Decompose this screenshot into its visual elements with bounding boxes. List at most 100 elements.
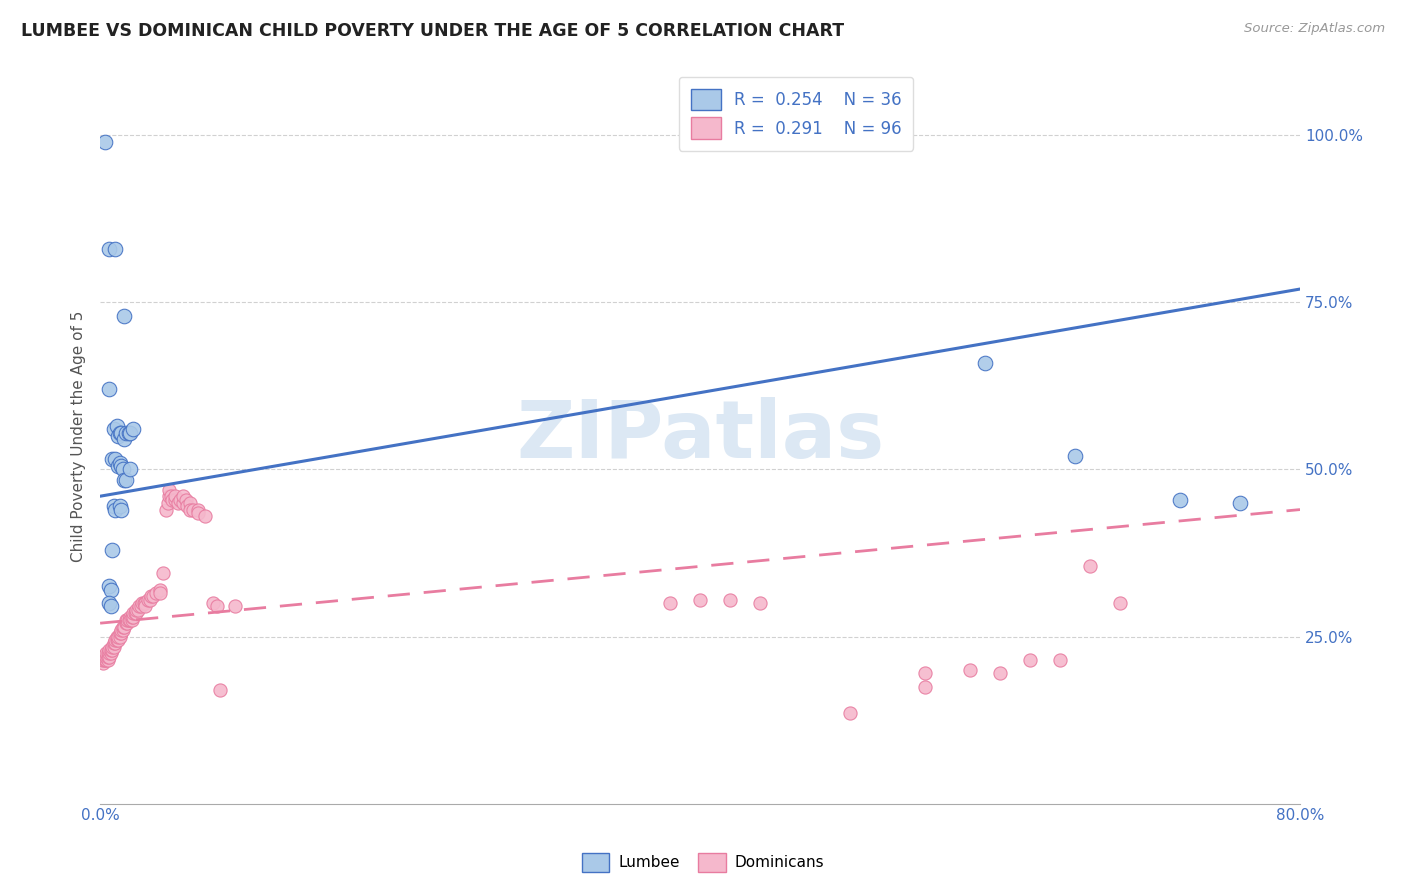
Point bbox=[104, 632, 127, 647]
Point bbox=[122, 606, 145, 620]
Point bbox=[749, 596, 772, 610]
Point bbox=[114, 473, 136, 487]
Point bbox=[94, 649, 117, 664]
Point bbox=[105, 632, 128, 647]
Point bbox=[91, 657, 114, 671]
Point bbox=[103, 636, 125, 650]
Point bbox=[111, 462, 134, 476]
Point bbox=[97, 646, 120, 660]
Point bbox=[165, 489, 187, 503]
Point bbox=[121, 613, 143, 627]
Point bbox=[959, 663, 981, 677]
Point bbox=[179, 502, 201, 516]
Point bbox=[132, 596, 155, 610]
Point bbox=[659, 596, 682, 610]
Point bbox=[105, 419, 128, 434]
Point bbox=[97, 649, 120, 664]
Point bbox=[98, 643, 121, 657]
Point bbox=[110, 425, 132, 440]
Point bbox=[100, 599, 122, 614]
Point bbox=[120, 425, 142, 440]
Point bbox=[98, 382, 121, 396]
Point bbox=[187, 502, 209, 516]
Point bbox=[108, 425, 131, 440]
Point bbox=[157, 489, 180, 503]
Point bbox=[107, 632, 129, 647]
Point bbox=[128, 599, 150, 614]
Point bbox=[110, 623, 132, 637]
Point bbox=[155, 502, 177, 516]
Point bbox=[122, 609, 145, 624]
Point bbox=[100, 643, 122, 657]
Point bbox=[98, 242, 121, 256]
Point bbox=[108, 500, 131, 514]
Point bbox=[93, 135, 115, 149]
Point bbox=[165, 492, 187, 507]
Point bbox=[149, 582, 172, 597]
Point bbox=[134, 599, 156, 614]
Point bbox=[167, 496, 190, 510]
Point bbox=[172, 496, 194, 510]
Point bbox=[117, 613, 139, 627]
Point bbox=[159, 489, 181, 503]
Point bbox=[94, 646, 117, 660]
Text: ZIPatlas: ZIPatlas bbox=[516, 397, 884, 475]
Point bbox=[98, 649, 121, 664]
Legend: R =  0.254    N = 36, R =  0.291    N = 96: R = 0.254 N = 36, R = 0.291 N = 96 bbox=[679, 77, 914, 151]
Point bbox=[114, 425, 136, 440]
Point bbox=[101, 640, 124, 654]
Point bbox=[103, 500, 125, 514]
Point bbox=[100, 582, 122, 597]
Point bbox=[689, 592, 711, 607]
Point bbox=[121, 609, 143, 624]
Point bbox=[120, 613, 142, 627]
Point bbox=[156, 496, 179, 510]
Legend: Lumbee, Dominicans: Lumbee, Dominicans bbox=[574, 845, 832, 880]
Point bbox=[110, 626, 132, 640]
Point bbox=[122, 422, 145, 436]
Point bbox=[1229, 496, 1251, 510]
Point bbox=[134, 596, 156, 610]
Point bbox=[974, 355, 997, 369]
Point bbox=[101, 452, 124, 467]
Point bbox=[104, 242, 127, 256]
Point bbox=[108, 630, 131, 644]
Point bbox=[718, 592, 741, 607]
Point bbox=[174, 492, 197, 507]
Point bbox=[1109, 596, 1132, 610]
Point bbox=[111, 619, 134, 633]
Point bbox=[110, 459, 132, 474]
Point bbox=[169, 492, 191, 507]
Point bbox=[94, 653, 117, 667]
Point bbox=[1078, 559, 1101, 574]
Point bbox=[93, 653, 115, 667]
Point bbox=[152, 566, 174, 580]
Point bbox=[115, 613, 138, 627]
Point bbox=[107, 429, 129, 443]
Point bbox=[145, 586, 167, 600]
Point bbox=[914, 666, 936, 681]
Point bbox=[131, 596, 153, 610]
Point bbox=[93, 649, 115, 664]
Point bbox=[120, 462, 142, 476]
Point bbox=[114, 616, 136, 631]
Point bbox=[179, 496, 201, 510]
Point bbox=[124, 606, 146, 620]
Point bbox=[91, 649, 114, 664]
Point bbox=[127, 603, 149, 617]
Point bbox=[112, 433, 135, 447]
Point bbox=[181, 502, 204, 516]
Point bbox=[101, 643, 124, 657]
Point bbox=[107, 630, 129, 644]
Point bbox=[1064, 449, 1087, 463]
Point bbox=[138, 592, 160, 607]
Point bbox=[98, 646, 121, 660]
Point bbox=[125, 603, 148, 617]
Point bbox=[104, 636, 127, 650]
Point bbox=[172, 489, 194, 503]
Y-axis label: Child Poverty Under the Age of 5: Child Poverty Under the Age of 5 bbox=[72, 310, 86, 562]
Point bbox=[205, 599, 228, 614]
Point bbox=[108, 456, 131, 470]
Point bbox=[136, 592, 159, 607]
Point bbox=[107, 459, 129, 474]
